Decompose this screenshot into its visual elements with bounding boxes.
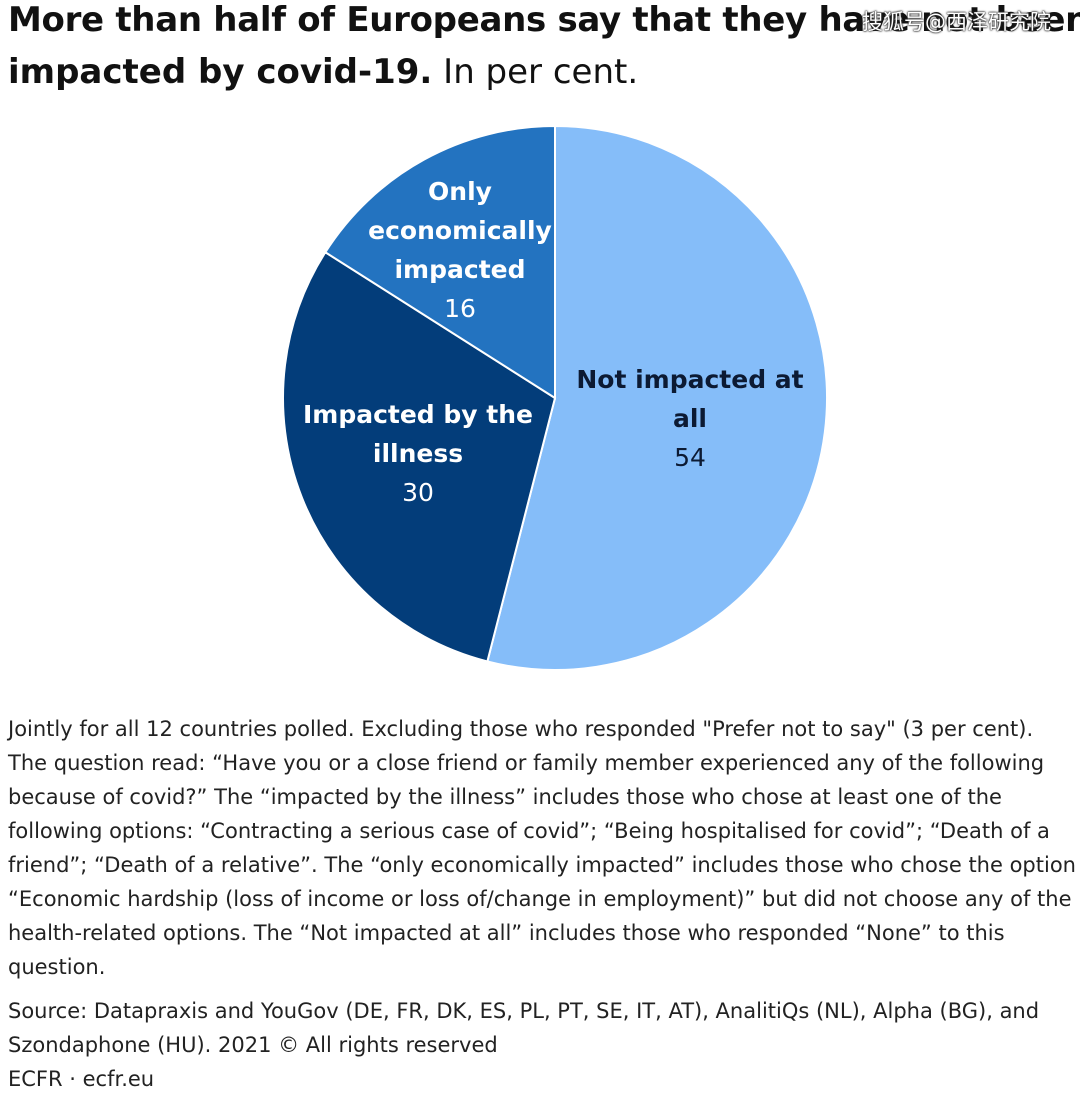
pie-slice-0 xyxy=(486,124,828,671)
slice-label-2-line-2: impacted xyxy=(394,255,525,284)
chart-title-unit: In per cent. xyxy=(432,52,639,92)
source-note: Source: Datapraxis and YouGov (DE, FR, D… xyxy=(8,999,1040,1057)
chart-notes: Jointly for all 12 countries polled. Exc… xyxy=(8,712,1078,1096)
slice-label-0-line-1: all xyxy=(673,404,707,433)
slice-label-1-line-1: illness xyxy=(373,439,463,468)
watermark: 搜狐号@西泽研究院 xyxy=(862,10,1051,34)
slice-value-1: 30 xyxy=(402,478,434,507)
chart-title-bold-part: impacted by covid-19. xyxy=(8,52,433,92)
methodology-note: Jointly for all 12 countries polled. Exc… xyxy=(8,717,1076,979)
pie-slice-2 xyxy=(323,124,556,400)
slice-label-0-line-0: Not impacted at xyxy=(576,365,803,394)
pie-slices xyxy=(282,124,828,671)
slice-value-0: 54 xyxy=(674,443,706,472)
slice-label-2-line-1: economically xyxy=(368,216,552,245)
slice-label-2-line-0: Only xyxy=(428,177,492,206)
slice-value-2: 16 xyxy=(444,294,476,323)
chart-title-line-2: impacted by covid-19. In per cent. xyxy=(8,52,638,92)
credit-line: ECFR · ecfr.eu xyxy=(8,1067,155,1091)
pie-labels: Not impacted at all 54 Impacted by the illne… xyxy=(303,177,804,507)
pie-slice-1 xyxy=(282,250,557,663)
chart-title-line-1: More than half of Europeans say that the… xyxy=(8,0,1080,40)
pie-chart: Not impacted at all 54 Impacted by the illne… xyxy=(282,124,828,671)
slice-label-1-line-0: Impacted by the xyxy=(303,400,533,429)
